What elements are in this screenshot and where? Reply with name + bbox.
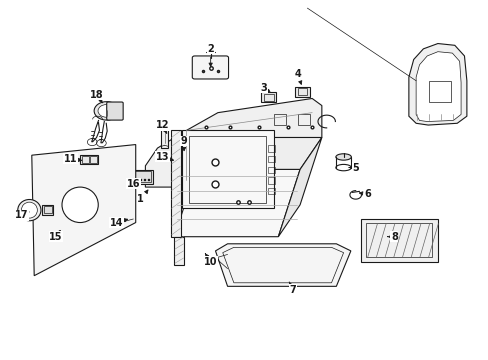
Polygon shape — [215, 244, 350, 286]
Text: 10: 10 — [203, 254, 217, 266]
Bar — [82, 156, 89, 163]
FancyBboxPatch shape — [192, 56, 228, 79]
Text: 6: 6 — [359, 189, 370, 199]
Polygon shape — [174, 237, 183, 265]
Bar — [140, 179, 142, 181]
Polygon shape — [196, 138, 321, 169]
Ellipse shape — [335, 154, 350, 160]
Bar — [297, 88, 307, 95]
Text: 11: 11 — [63, 154, 81, 164]
Text: 14: 14 — [109, 217, 127, 228]
Polygon shape — [32, 145, 136, 276]
Polygon shape — [181, 130, 273, 208]
Text: 13: 13 — [155, 152, 173, 162]
Bar — [264, 94, 273, 100]
Circle shape — [94, 102, 119, 120]
Bar — [428, 81, 450, 102]
Bar — [80, 155, 98, 164]
Bar — [261, 92, 275, 102]
Text: 5: 5 — [348, 163, 358, 172]
Bar — [132, 170, 152, 184]
Bar — [42, 205, 53, 215]
Circle shape — [98, 104, 115, 117]
Polygon shape — [174, 169, 300, 237]
Ellipse shape — [18, 199, 41, 221]
Bar — [134, 171, 150, 182]
Bar — [297, 114, 309, 125]
Text: 1: 1 — [137, 190, 148, 204]
Text: 3: 3 — [260, 83, 270, 93]
Ellipse shape — [62, 187, 98, 222]
Ellipse shape — [21, 202, 37, 218]
Text: 18: 18 — [90, 90, 103, 103]
Text: 8: 8 — [387, 232, 397, 242]
Text: 15: 15 — [49, 230, 62, 242]
Text: 12: 12 — [155, 120, 169, 133]
Bar — [147, 179, 150, 181]
Polygon shape — [360, 219, 437, 261]
Bar — [188, 136, 265, 203]
Bar — [267, 145, 274, 152]
Bar — [273, 114, 285, 125]
Bar — [267, 156, 274, 162]
Bar — [143, 179, 146, 181]
Ellipse shape — [335, 165, 350, 171]
Bar — [267, 188, 274, 194]
FancyBboxPatch shape — [106, 102, 123, 120]
Bar — [136, 179, 138, 181]
Bar — [295, 87, 309, 97]
Text: 9: 9 — [181, 136, 187, 151]
Polygon shape — [278, 138, 321, 237]
Bar — [90, 156, 96, 163]
Text: 4: 4 — [294, 69, 301, 84]
Text: 16: 16 — [126, 179, 140, 189]
Text: 7: 7 — [288, 282, 296, 295]
Text: 17: 17 — [15, 211, 29, 220]
Polygon shape — [415, 52, 460, 122]
Polygon shape — [161, 127, 168, 148]
Polygon shape — [408, 44, 466, 125]
Bar — [44, 206, 52, 213]
Text: 2: 2 — [207, 44, 214, 66]
Polygon shape — [171, 130, 180, 237]
Polygon shape — [145, 99, 321, 187]
Bar — [267, 177, 274, 184]
Bar — [267, 167, 274, 173]
